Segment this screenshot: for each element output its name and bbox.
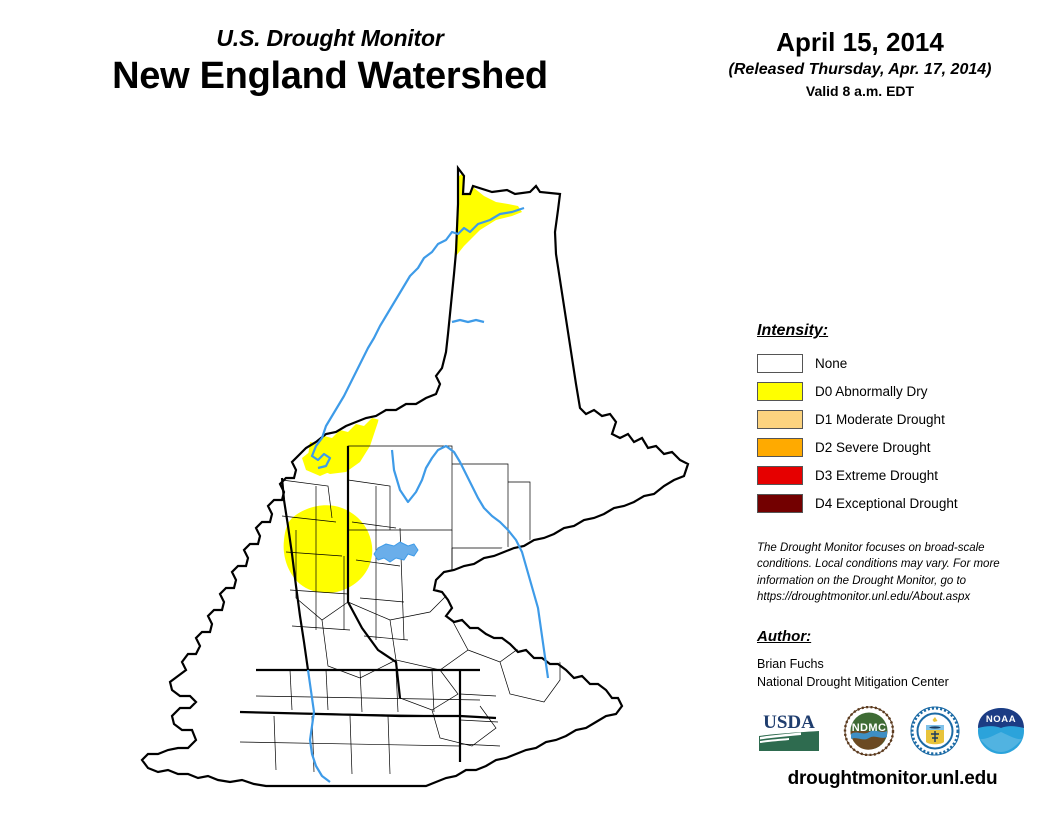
disclaimer-text: The Drought Monitor focuses on broad-sca… — [757, 542, 1000, 603]
footer-url[interactable]: droughtmonitor.unl.edu — [787, 768, 998, 789]
legend-label-none: None — [815, 355, 848, 371]
map-land-base — [142, 168, 690, 786]
legend-item-d3[interactable]: D3 Extreme Drought — [757, 461, 1032, 489]
legend-swatch-d3 — [757, 465, 803, 485]
legend-title: Intensity: — [757, 322, 829, 339]
usda-logo-icon: USDA — [759, 712, 819, 751]
map-date: April 15, 2014 — [776, 27, 944, 57]
legend-item-d0[interactable]: D0 Abnormally Dry — [757, 377, 1032, 405]
legend-item-none[interactable]: None — [757, 349, 1032, 377]
noaa-logo-text: NOAA — [986, 714, 1016, 725]
usda-logo[interactable]: USDA — [757, 706, 821, 761]
legend-item-d4[interactable]: D4 Exceptional Drought — [757, 489, 1032, 517]
title-block: U.S. Drought Monitor New England Watersh… — [0, 26, 660, 99]
lake-winnipesaukee — [373, 541, 419, 563]
valid-time: Valid 8 a.m. EDT — [805, 82, 915, 99]
legend-swatch-d2 — [757, 437, 803, 457]
legend-item-d2[interactable]: D2 Severe Drought — [757, 433, 1032, 461]
map-hydrography — [306, 206, 550, 783]
page-subtitle: U.S. Drought Monitor — [216, 25, 444, 51]
release-date: (Released Thursday, Apr. 17, 2014) — [728, 60, 992, 78]
legend-label-d0: D0 Abnormally Dry — [815, 383, 928, 399]
ndmc-logo-text: NDMC — [852, 722, 887, 734]
map-container — [60, 150, 720, 800]
author-heading: Author: — [757, 628, 812, 645]
legend-item-d1[interactable]: D1 Moderate Drought — [757, 405, 1032, 433]
map-state-boundaries — [140, 164, 690, 788]
legend-swatch-d1 — [757, 409, 803, 429]
legend-swatch-d4 — [757, 493, 803, 513]
drought-area-d0-western-vermont — [283, 505, 373, 593]
legend-label-d2: D2 Severe Drought — [815, 439, 931, 455]
drought-area-d0-northern-maine-lobe — [302, 446, 336, 476]
usda-seal-icon — [910, 706, 960, 756]
logo-row: USDA NDMC — [757, 705, 1037, 761]
legend-swatch-none — [757, 353, 803, 373]
author-name: Brian Fuchs — [757, 657, 824, 671]
ndmc-logo-icon: NDMC — [843, 705, 895, 757]
legend: Intensity: None D0 Abnormally Dry D1 Mod… — [757, 322, 1032, 517]
legend-swatch-d0 — [757, 381, 803, 401]
legend-label-d4: D4 Exceptional Drought — [815, 495, 958, 511]
page-title: New England Watershed — [112, 55, 548, 98]
ndmc-logo[interactable]: NDMC — [841, 705, 897, 761]
legend-label-d3: D3 Extreme Drought — [815, 467, 939, 483]
usda-logo-text: USDA — [763, 712, 815, 733]
noaa-logo[interactable]: NOAA — [972, 706, 1030, 761]
author-organization: National Drought Mitigation Center — [757, 675, 949, 690]
legend-label-d1: D1 Moderate Drought — [815, 411, 945, 427]
usda-seal-logo[interactable] — [907, 706, 963, 761]
new-england-watershed-map — [140, 164, 690, 788]
date-block: April 15, 2014 (Released Thursday, Apr. … — [690, 28, 1030, 100]
noaa-logo-icon: NOAA — [978, 708, 1024, 754]
author-block: Author: Brian Fuchs National Drought Mit… — [757, 628, 1032, 691]
